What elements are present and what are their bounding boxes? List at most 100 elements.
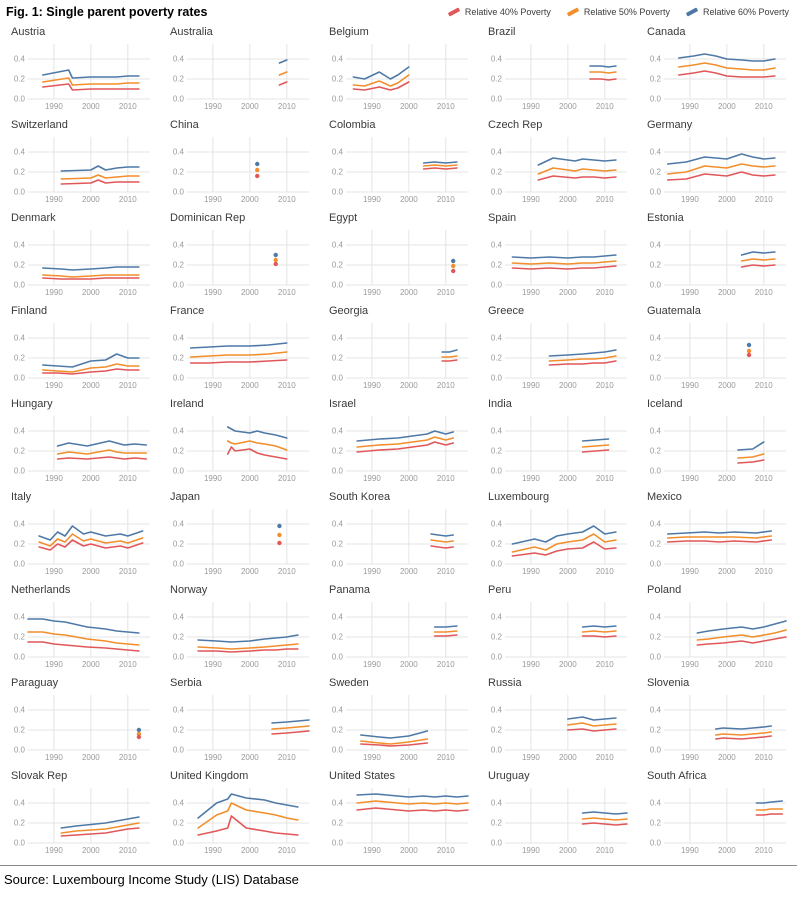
svg-text:0.4: 0.4 bbox=[491, 241, 503, 250]
svg-text:1990: 1990 bbox=[45, 753, 63, 762]
facet-title: Mexico bbox=[647, 491, 682, 503]
svg-text:2000: 2000 bbox=[82, 567, 100, 576]
facet-plot: 0.4 0.2 0.0 1990 2000 2010 bbox=[650, 509, 786, 576]
svg-text:0.0: 0.0 bbox=[650, 839, 662, 848]
svg-text:2000: 2000 bbox=[400, 195, 418, 204]
facet-plot: 0.4 0.2 0.0 1990 2000 2010 bbox=[491, 230, 627, 297]
svg-text:2010: 2010 bbox=[755, 474, 773, 483]
svg-text:0.4: 0.4 bbox=[14, 334, 26, 343]
svg-text:0.2: 0.2 bbox=[14, 633, 26, 642]
svg-text:0.4: 0.4 bbox=[332, 799, 344, 808]
svg-text:0.2: 0.2 bbox=[491, 168, 503, 177]
svg-text:0.2: 0.2 bbox=[173, 168, 185, 177]
svg-text:2000: 2000 bbox=[82, 474, 100, 483]
facet-switzerland: Switzerland 0.4 0.2 0.0 1990 2000 2010 bbox=[2, 118, 161, 206]
svg-text:2010: 2010 bbox=[755, 381, 773, 390]
svg-text:0.0: 0.0 bbox=[14, 839, 26, 848]
svg-text:1990: 1990 bbox=[45, 381, 63, 390]
svg-text:2000: 2000 bbox=[559, 846, 577, 855]
facet-plot: 0.4 0.2 0.0 1990 2000 2010 bbox=[332, 137, 468, 204]
facet-title: Denmark bbox=[11, 212, 56, 224]
facet-plot: 0.4 0.2 0.0 1990 2000 2010 bbox=[173, 323, 309, 390]
svg-text:1990: 1990 bbox=[522, 660, 540, 669]
facet-plot: 0.4 0.2 0.0 1990 2000 2010 bbox=[332, 788, 469, 855]
svg-text:2000: 2000 bbox=[559, 195, 577, 204]
svg-text:1990: 1990 bbox=[204, 846, 222, 855]
svg-text:0.4: 0.4 bbox=[650, 520, 662, 529]
svg-text:0.4: 0.4 bbox=[650, 334, 662, 343]
svg-text:0.0: 0.0 bbox=[650, 95, 662, 104]
svg-text:0.2: 0.2 bbox=[491, 75, 503, 84]
svg-text:0.4: 0.4 bbox=[332, 55, 344, 64]
svg-text:0.2: 0.2 bbox=[332, 261, 344, 270]
svg-text:0.2: 0.2 bbox=[14, 261, 26, 270]
facet-mexico: Mexico 0.4 0.2 0.0 1990 2000 2010 bbox=[638, 490, 797, 578]
facet-panama: Panama 0.4 0.2 0.0 1990 2000 2010 bbox=[320, 583, 479, 671]
svg-text:2000: 2000 bbox=[400, 753, 418, 762]
facet-colombia: Colombia 0.4 0.2 0.0 1990 2000 2010 bbox=[320, 118, 479, 206]
facet-title: Israel bbox=[329, 398, 356, 410]
svg-text:1990: 1990 bbox=[45, 102, 63, 111]
facet-plot: 0.4 0.2 0.0 1990 2000 2010 bbox=[491, 323, 627, 390]
svg-text:2000: 2000 bbox=[718, 195, 736, 204]
svg-text:0.0: 0.0 bbox=[332, 374, 344, 383]
facet-plot: 0.4 0.2 0.0 1990 2000 2010 bbox=[650, 44, 786, 111]
facet-plot: 0.4 0.2 0.0 1990 2000 2010 bbox=[491, 137, 627, 204]
svg-text:2010: 2010 bbox=[119, 474, 137, 483]
svg-text:2000: 2000 bbox=[82, 846, 100, 855]
svg-text:0.2: 0.2 bbox=[332, 726, 344, 735]
facet-title: Egypt bbox=[329, 212, 358, 224]
svg-text:1990: 1990 bbox=[681, 102, 699, 111]
figure-title: Fig. 1: Single parent poverty rates bbox=[6, 5, 208, 19]
svg-text:2010: 2010 bbox=[119, 195, 137, 204]
svg-text:0.0: 0.0 bbox=[14, 746, 26, 755]
legend: Relative 40% Poverty Relative 50% Poverty… bbox=[447, 7, 789, 17]
svg-text:0.4: 0.4 bbox=[332, 706, 344, 715]
svg-text:1990: 1990 bbox=[522, 846, 540, 855]
svg-text:0.4: 0.4 bbox=[173, 799, 185, 808]
facet-plot: 0.4 0.2 0.0 1990 2000 2010 bbox=[650, 416, 786, 483]
svg-text:2000: 2000 bbox=[718, 381, 736, 390]
facet-australia: Australia 0.4 0.2 0.0 1990 2000 2010 bbox=[161, 25, 320, 113]
facet-iceland: Iceland 0.4 0.2 0.0 1990 2000 2010 bbox=[638, 397, 797, 485]
svg-text:0.0: 0.0 bbox=[14, 188, 26, 197]
facet-hungary: Hungary 0.4 0.2 0.0 1990 2000 2010 bbox=[2, 397, 161, 485]
svg-text:0.4: 0.4 bbox=[14, 241, 26, 250]
svg-text:0.4: 0.4 bbox=[173, 148, 185, 157]
svg-text:1990: 1990 bbox=[363, 753, 381, 762]
svg-text:0.4: 0.4 bbox=[650, 706, 662, 715]
facet-title: Ireland bbox=[170, 398, 204, 410]
facet-title: Luxembourg bbox=[488, 491, 550, 503]
svg-text:2000: 2000 bbox=[241, 195, 259, 204]
svg-text:0.2: 0.2 bbox=[14, 726, 26, 735]
svg-text:0.0: 0.0 bbox=[14, 560, 26, 569]
facet-plot: 0.4 0.2 0.0 1990 2000 2010 bbox=[14, 602, 150, 669]
svg-text:0.0: 0.0 bbox=[332, 746, 344, 755]
svg-text:0.2: 0.2 bbox=[491, 633, 503, 642]
facet-plot: 0.4 0.2 0.0 1990 2000 2010 bbox=[491, 602, 627, 669]
facet-title: Serbia bbox=[170, 677, 202, 689]
svg-text:1990: 1990 bbox=[204, 567, 222, 576]
svg-text:0.0: 0.0 bbox=[491, 746, 503, 755]
svg-text:0.4: 0.4 bbox=[491, 520, 503, 529]
facet-france: France 0.4 0.2 0.0 1990 2000 2010 bbox=[161, 304, 320, 392]
svg-text:0.2: 0.2 bbox=[173, 819, 185, 828]
svg-text:1990: 1990 bbox=[45, 288, 63, 297]
svg-text:2000: 2000 bbox=[82, 753, 100, 762]
svg-text:0.2: 0.2 bbox=[173, 726, 185, 735]
svg-text:0.2: 0.2 bbox=[14, 819, 26, 828]
svg-text:2000: 2000 bbox=[559, 753, 577, 762]
legend-item: Relative 60% Poverty bbox=[685, 7, 789, 17]
svg-text:2010: 2010 bbox=[596, 846, 614, 855]
svg-text:0.2: 0.2 bbox=[173, 75, 185, 84]
facet-guatemala: Guatemala 0.4 0.2 0.0 1990 2000 2010 bbox=[638, 304, 797, 392]
facet-czech-rep: Czech Rep 0.4 0.2 0.0 1990 2000 2010 bbox=[479, 118, 638, 206]
facet-dominican-rep: Dominican Rep 0.4 0.2 0.0 1990 2000 2010 bbox=[161, 211, 320, 299]
svg-text:2010: 2010 bbox=[596, 567, 614, 576]
legend-swatch-icon bbox=[447, 7, 461, 17]
svg-text:2000: 2000 bbox=[400, 567, 418, 576]
facet-plot: 0.4 0.2 0.0 1990 2000 2010 bbox=[491, 695, 627, 762]
svg-text:1990: 1990 bbox=[522, 567, 540, 576]
svg-text:2000: 2000 bbox=[82, 195, 100, 204]
svg-text:0.4: 0.4 bbox=[14, 799, 26, 808]
